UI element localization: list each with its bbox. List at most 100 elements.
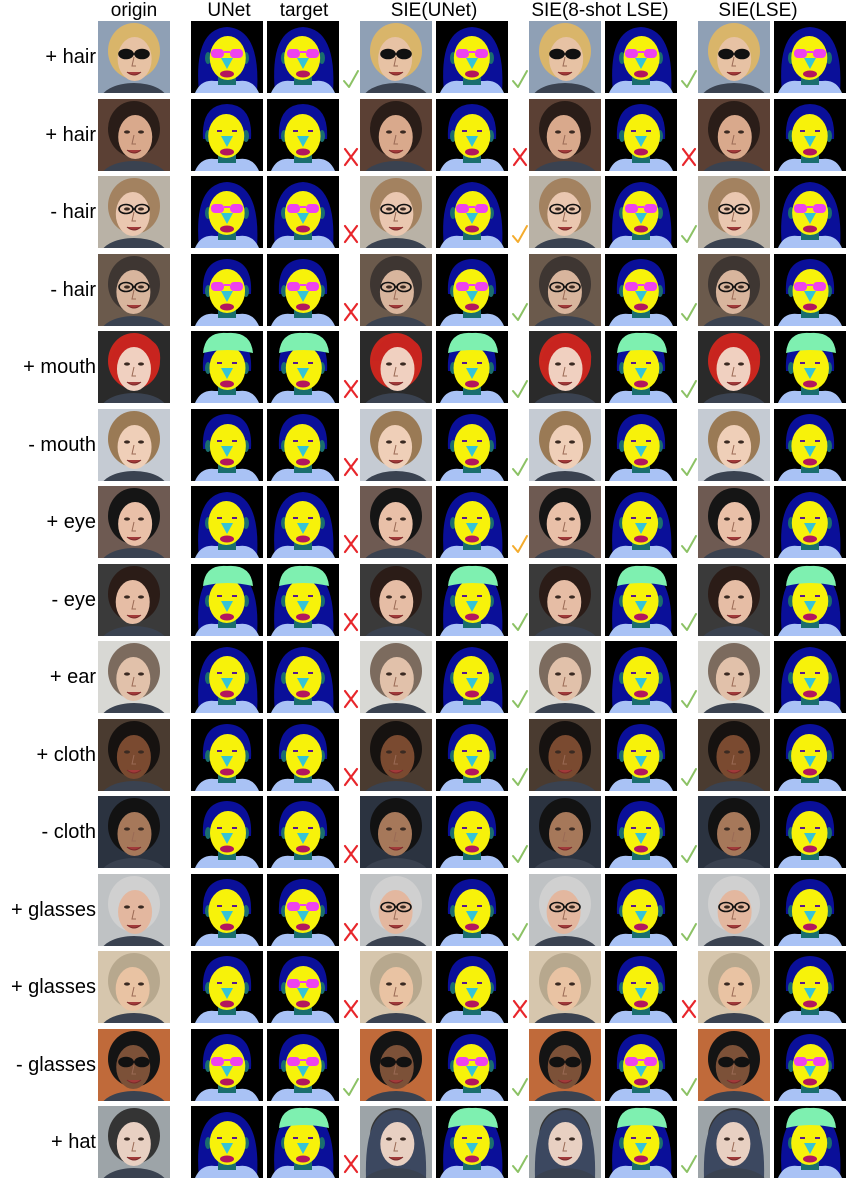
face-image	[98, 1106, 170, 1178]
face-image	[698, 409, 770, 481]
cross-mark-icon	[342, 377, 360, 401]
check-mark-icon	[680, 222, 698, 246]
face-image	[98, 874, 170, 946]
face-image	[360, 21, 432, 93]
check-mark-icon	[511, 377, 529, 401]
segmentation-mask	[774, 796, 846, 868]
cross-mark-icon	[511, 997, 529, 1021]
row-label: - hair	[50, 278, 96, 301]
face-image	[698, 874, 770, 946]
column-header: SIE(UNet)	[390, 0, 478, 21]
segmentation-mask	[267, 99, 339, 171]
face-image	[360, 409, 432, 481]
check-mark-icon	[511, 1075, 529, 1099]
row-label: - mouth	[28, 433, 96, 456]
face-image	[360, 641, 432, 713]
face-image	[360, 719, 432, 791]
check-mark-icon	[680, 687, 698, 711]
segmentation-mask	[605, 99, 677, 171]
segmentation-mask	[267, 176, 339, 248]
segmentation-mask	[436, 176, 508, 248]
segmentation-mask	[774, 1106, 846, 1178]
check-mark-icon	[680, 1152, 698, 1176]
face-image	[698, 21, 770, 93]
face-image	[529, 409, 601, 481]
segmentation-mask	[267, 719, 339, 791]
segmentation-mask	[436, 1106, 508, 1178]
column-header: origin	[110, 0, 158, 21]
face-image	[529, 641, 601, 713]
row-label: + glasses	[10, 975, 96, 998]
face-image	[529, 99, 601, 171]
face-image	[98, 176, 170, 248]
cross-mark-icon	[680, 997, 698, 1021]
segmentation-mask	[191, 486, 263, 558]
segmentation-mask	[436, 99, 508, 171]
face-image	[529, 951, 601, 1023]
segmentation-mask	[267, 1029, 339, 1101]
segmentation-mask	[436, 874, 508, 946]
cross-mark-icon	[342, 222, 360, 246]
check-mark-icon	[680, 67, 698, 91]
column-header: target	[279, 0, 329, 21]
face-image	[360, 874, 432, 946]
row-label: - glasses	[15, 1053, 96, 1076]
segmentation-mask	[436, 641, 508, 713]
segmentation-mask	[191, 1029, 263, 1101]
segmentation-mask	[774, 99, 846, 171]
check-mark-icon	[680, 532, 698, 556]
segmentation-mask	[605, 951, 677, 1023]
cross-mark-icon	[342, 765, 360, 789]
cross-mark-icon	[342, 842, 360, 866]
segmentation-mask	[605, 21, 677, 93]
segmentation-mask	[605, 641, 677, 713]
segmentation-mask	[267, 641, 339, 713]
row-label: + hair	[45, 45, 96, 68]
segmentation-mask	[191, 409, 263, 481]
face-image	[98, 564, 170, 636]
face-image	[98, 21, 170, 93]
face-image	[98, 641, 170, 713]
face-image	[98, 254, 170, 326]
face-image	[698, 1029, 770, 1101]
segmentation-mask	[605, 331, 677, 403]
column-header: SIE(8-shot LSE)	[531, 0, 669, 21]
check-mark-icon	[511, 687, 529, 711]
segmentation-mask	[191, 874, 263, 946]
segmentation-mask	[267, 1106, 339, 1178]
face-image	[698, 254, 770, 326]
check-mark-icon	[511, 1152, 529, 1176]
face-image	[360, 1106, 432, 1178]
face-image	[529, 796, 601, 868]
face-image	[529, 254, 601, 326]
segmentation-mask	[436, 1029, 508, 1101]
check-mark-icon	[511, 765, 529, 789]
segmentation-mask	[774, 176, 846, 248]
segmentation-mask	[774, 331, 846, 403]
segmentation-mask	[605, 486, 677, 558]
cross-mark-icon	[342, 997, 360, 1021]
face-image	[698, 331, 770, 403]
row-label: + ear	[49, 665, 96, 688]
check-mark-icon	[680, 842, 698, 866]
cross-mark-icon	[342, 920, 360, 944]
segmentation-mask	[191, 176, 263, 248]
row-label: + glasses	[10, 898, 96, 921]
segmentation-mask	[774, 254, 846, 326]
check-mark-icon	[680, 1075, 698, 1099]
cross-mark-icon	[342, 300, 360, 324]
face-image	[529, 719, 601, 791]
segmentation-mask	[605, 796, 677, 868]
segmentation-mask	[267, 564, 339, 636]
partial-check-mark-icon	[511, 532, 529, 556]
segmentation-mask	[436, 951, 508, 1023]
segmentation-mask	[605, 409, 677, 481]
segmentation-mask	[267, 331, 339, 403]
check-mark-icon	[680, 455, 698, 479]
segmentation-mask	[436, 254, 508, 326]
segmentation-mask	[267, 21, 339, 93]
segmentation-mask	[267, 486, 339, 558]
segmentation-mask	[191, 796, 263, 868]
face-image	[98, 719, 170, 791]
segmentation-mask	[605, 176, 677, 248]
